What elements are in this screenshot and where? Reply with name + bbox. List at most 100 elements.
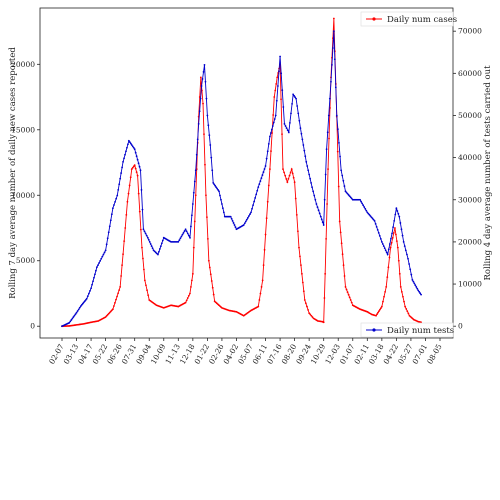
data-point-daily-num-tests bbox=[391, 232, 393, 235]
data-point-daily-num-cases bbox=[344, 286, 347, 288]
data-point-daily-num-cases bbox=[286, 181, 289, 184]
data-point-daily-num-tests bbox=[335, 114, 338, 117]
data-point-daily-num-tests bbox=[294, 96, 296, 99]
data-point-daily-num-tests bbox=[378, 234, 381, 237]
data-point-daily-num-cases bbox=[293, 181, 296, 184]
data-point-daily-num-cases bbox=[397, 259, 400, 262]
data-point-daily-num-tests bbox=[309, 177, 312, 180]
legend-tests: Daily num tests bbox=[360, 322, 454, 338]
data-point-daily-num-tests bbox=[361, 202, 364, 205]
data-point-daily-num-cases bbox=[111, 308, 114, 311]
data-point-daily-num-cases bbox=[133, 164, 136, 167]
data-point-daily-num-cases bbox=[386, 276, 389, 279]
data-point-daily-num-tests bbox=[388, 243, 391, 245]
data-point-daily-num-tests bbox=[349, 196, 352, 199]
left-tick-label: 20000 bbox=[11, 60, 35, 69]
data-point-daily-num-tests bbox=[213, 183, 216, 186]
data-point-daily-num-tests bbox=[129, 142, 132, 145]
data-point-daily-num-tests bbox=[80, 305, 82, 307]
data-point-daily-num-tests bbox=[297, 112, 300, 115]
data-point-daily-num-tests bbox=[160, 242, 163, 245]
data-point-daily-num-cases bbox=[203, 133, 205, 136]
data-point-daily-num-tests bbox=[342, 179, 345, 182]
data-point-daily-num-tests bbox=[293, 94, 296, 97]
data-point-daily-num-tests bbox=[303, 149, 306, 152]
series-line-daily-num-cases bbox=[61, 18, 422, 327]
data-point-daily-num-tests bbox=[192, 191, 195, 194]
data-point-daily-num-tests bbox=[399, 222, 402, 224]
data-point-daily-num-cases bbox=[260, 286, 263, 288]
data-point-daily-num-tests bbox=[273, 118, 276, 120]
right-tick-label: 60000 bbox=[458, 69, 482, 78]
data-point-daily-num-tests bbox=[363, 206, 366, 208]
data-point-daily-num-cases bbox=[285, 177, 288, 180]
data-point-daily-num-cases bbox=[282, 168, 284, 170]
data-point-daily-num-tests bbox=[371, 217, 374, 220]
data-point-daily-num-cases bbox=[198, 96, 201, 98]
data-point-daily-num-cases bbox=[189, 292, 191, 295]
data-point-daily-num-tests bbox=[242, 224, 245, 226]
data-point-daily-num-tests bbox=[214, 184, 217, 187]
data-point-daily-num-cases bbox=[350, 301, 353, 304]
data-point-daily-num-tests bbox=[93, 276, 95, 279]
data-point-daily-num-cases bbox=[145, 284, 147, 287]
data-point-daily-num-cases bbox=[119, 286, 122, 288]
data-point-daily-num-tests bbox=[298, 119, 301, 122]
data-point-daily-num-cases bbox=[113, 305, 115, 307]
data-point-daily-num-tests bbox=[283, 123, 286, 125]
data-point-daily-num-tests bbox=[288, 121, 291, 124]
data-point-daily-num-tests bbox=[200, 85, 203, 87]
data-point-daily-num-tests bbox=[310, 182, 312, 184]
data-point-daily-num-tests bbox=[72, 316, 75, 318]
data-point-daily-num-tests bbox=[109, 219, 112, 222]
data-point-daily-num-cases bbox=[267, 184, 270, 187]
data-point-daily-num-cases bbox=[186, 297, 189, 299]
data-point-daily-num-tests bbox=[278, 70, 280, 73]
data-point-daily-num-cases bbox=[184, 301, 187, 304]
data-point-daily-num-tests bbox=[375, 225, 378, 228]
right-tick-label: 10000 bbox=[458, 280, 482, 289]
data-point-daily-num-tests bbox=[312, 190, 315, 193]
data-point-daily-num-cases bbox=[406, 310, 409, 313]
data-point-daily-num-tests bbox=[408, 263, 411, 265]
data-point-daily-num-tests bbox=[300, 132, 303, 135]
data-point-daily-num-tests bbox=[128, 141, 131, 144]
data-point-daily-num-tests bbox=[104, 249, 107, 252]
data-point-daily-num-tests bbox=[387, 248, 390, 251]
data-point-daily-num-tests bbox=[392, 226, 395, 229]
data-point-daily-num-tests bbox=[259, 180, 262, 183]
data-point-daily-num-tests bbox=[233, 224, 236, 226]
data-point-daily-num-tests bbox=[340, 169, 343, 172]
data-point-daily-num-cases bbox=[210, 280, 213, 282]
data-point-daily-num-tests bbox=[250, 211, 252, 214]
data-point-daily-num-cases bbox=[398, 272, 401, 275]
data-point-daily-num-tests bbox=[367, 212, 370, 215]
data-point-daily-num-tests bbox=[345, 191, 348, 194]
data-point-daily-num-tests bbox=[318, 212, 321, 215]
data-point-daily-num-cases bbox=[338, 220, 341, 223]
data-point-daily-num-cases bbox=[294, 197, 297, 200]
data-point-daily-num-tests bbox=[285, 127, 288, 130]
data-point-daily-num-cases bbox=[323, 297, 326, 299]
legend-box bbox=[360, 322, 454, 338]
data-point-daily-num-tests bbox=[380, 241, 383, 243]
data-point-daily-num-tests bbox=[332, 47, 334, 49]
data-point-daily-num-cases bbox=[349, 299, 352, 301]
data-point-daily-num-tests bbox=[416, 287, 419, 290]
data-point-daily-num-cases bbox=[405, 307, 408, 310]
data-point-daily-num-tests bbox=[80, 303, 83, 306]
data-point-daily-num-cases bbox=[383, 295, 385, 298]
data-point-daily-num-cases bbox=[208, 266, 211, 269]
data-point-daily-num-tests bbox=[344, 190, 347, 193]
data-point-daily-num-tests bbox=[232, 222, 235, 224]
data-point-daily-num-tests bbox=[209, 144, 212, 146]
data-point-daily-num-cases bbox=[131, 166, 134, 169]
data-point-daily-num-tests bbox=[291, 102, 293, 105]
data-point-daily-num-tests bbox=[315, 203, 318, 205]
data-point-daily-num-cases bbox=[124, 227, 127, 229]
data-point-daily-num-tests bbox=[272, 121, 275, 124]
data-point-daily-num-tests bbox=[158, 250, 160, 253]
data-point-daily-num-tests bbox=[142, 228, 145, 231]
data-point-daily-num-cases bbox=[206, 238, 209, 240]
data-point-daily-num-cases bbox=[326, 203, 328, 205]
